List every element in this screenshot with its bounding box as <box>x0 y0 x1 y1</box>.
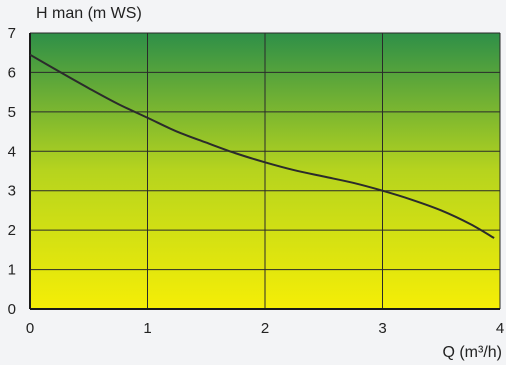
y-tick-labels: 0 1 2 3 4 5 6 7 <box>8 25 16 318</box>
y-tick-label: 5 <box>8 104 16 121</box>
x-tick-label: 3 <box>378 320 386 337</box>
y-axis-title: H man (m WS) <box>36 5 142 22</box>
y-tick-label: 2 <box>8 222 16 239</box>
gridlines <box>30 33 500 309</box>
y-tick-label: 6 <box>8 64 16 81</box>
y-tick-label: 1 <box>8 262 16 279</box>
x-tick-label: 1 <box>143 320 151 337</box>
x-tick-label: 2 <box>261 320 269 337</box>
x-tick-labels: 0 1 2 3 4 <box>26 320 504 337</box>
y-tick-label: 7 <box>8 25 16 42</box>
pump-curve-line <box>29 53 495 239</box>
y-tick-label: 4 <box>8 143 16 160</box>
x-tick-label: 4 <box>496 320 504 337</box>
y-tick-label: 3 <box>8 183 16 200</box>
y-tick-label: 0 <box>8 301 16 318</box>
x-axis-title: Q (m³/h) <box>442 344 502 361</box>
x-tick-label: 0 <box>26 320 34 337</box>
plot-frame <box>29 32 501 310</box>
